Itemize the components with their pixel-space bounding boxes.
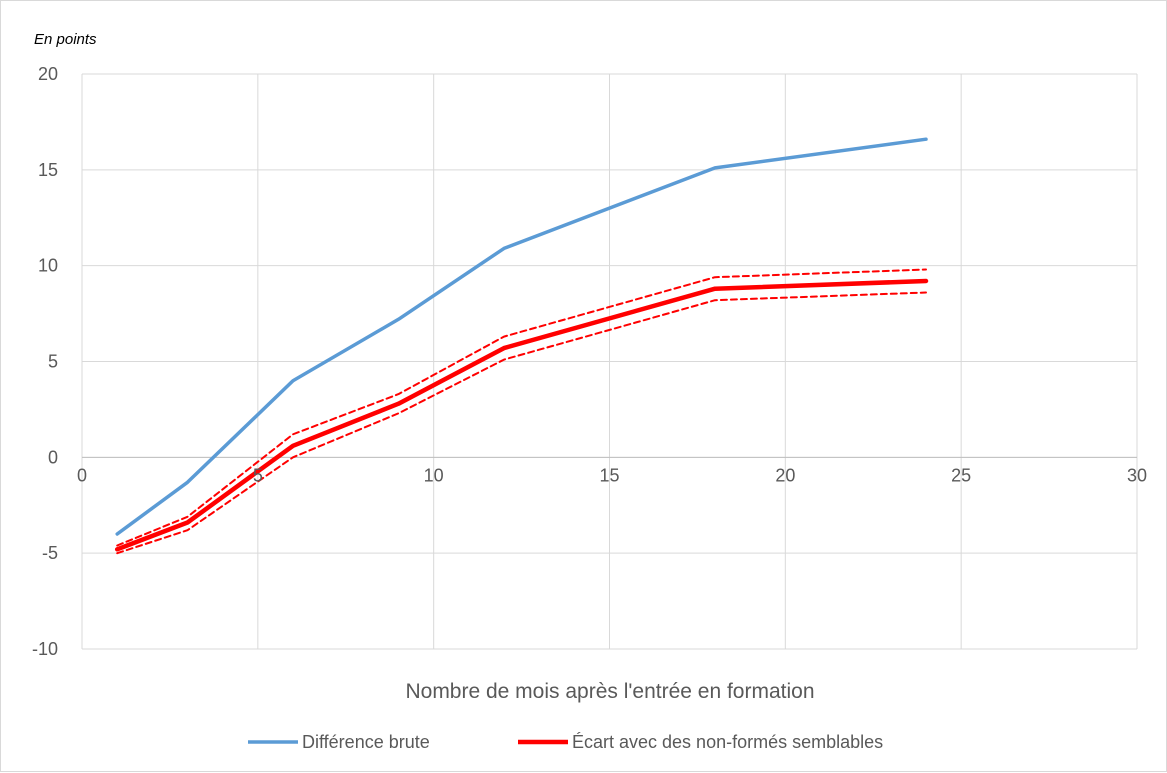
confidence-bound-line <box>116 268 927 547</box>
y-tick-label: 0 <box>48 447 58 467</box>
series-layer <box>114 137 929 555</box>
x-tick-label: 5 <box>253 465 263 485</box>
unit-label: En points <box>34 31 97 48</box>
series-line <box>114 278 929 552</box>
x-axis-title: Nombre de mois après l'entrée en formati… <box>405 680 814 703</box>
x-tick-label: 15 <box>599 465 619 485</box>
y-tick-label: -10 <box>32 639 58 659</box>
series-line <box>115 137 928 536</box>
legend-label: Écart avec des non-formés semblables <box>572 732 883 752</box>
y-tick-label: 10 <box>38 256 58 276</box>
legend: Différence brute Écart avec des non-formé… <box>248 732 883 752</box>
confidence-bound-line <box>116 291 927 555</box>
y-tick-label: 15 <box>38 160 58 180</box>
y-tick-label: 5 <box>48 352 58 372</box>
x-tick-label: 10 <box>424 465 444 485</box>
grid-layer <box>81 73 1138 650</box>
tick-labels: -10 -5 0 5 10 15 20 0 5 10 15 20 25 30 <box>32 64 1147 659</box>
x-tick-label: 0 <box>77 465 87 485</box>
y-tick-label: -5 <box>42 543 58 563</box>
x-tick-label: 20 <box>775 465 795 485</box>
x-tick-label: 30 <box>1127 465 1147 485</box>
y-tick-label: 20 <box>38 64 58 84</box>
x-tick-label: 25 <box>951 465 971 485</box>
legend-label: Différence brute <box>302 732 430 752</box>
